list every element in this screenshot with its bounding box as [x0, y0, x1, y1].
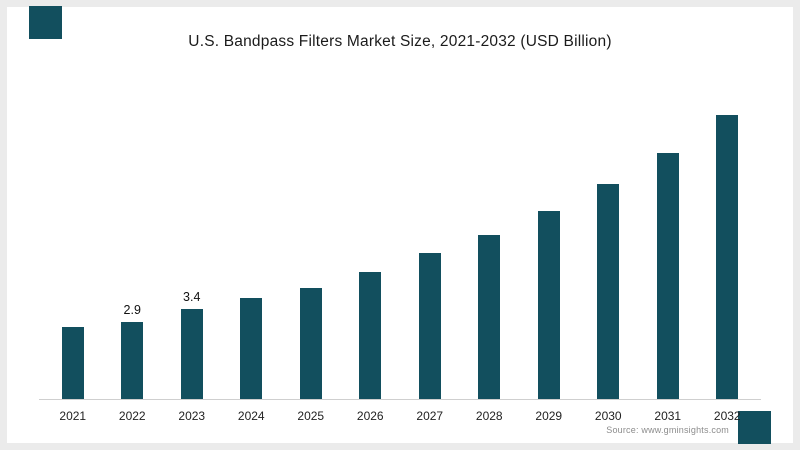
bar-group: 3.4: [162, 290, 222, 399]
bar-group: 2.9: [103, 303, 163, 399]
bar: [656, 153, 679, 399]
bar-value-label: 2.9: [123, 303, 141, 317]
bar-chart: 2.9 3.4 2021 2022 2023 2024 2025 2026 2027 2028 2…: [39, 69, 761, 423]
bar-value-label: 3.4: [183, 290, 201, 304]
bar-group: [400, 234, 460, 399]
x-axis-labels: 2021 2022 2023 2024 2025 2026 2027 2028 2029 2030…: [39, 400, 761, 423]
bar-group: [281, 269, 341, 399]
source-attribution: Source: www.gminsights.com: [606, 425, 729, 435]
bars-area: 2.9 3.4: [39, 69, 761, 400]
bar: [597, 184, 620, 399]
bar: [359, 272, 382, 399]
bar-group: [341, 253, 401, 399]
x-axis-tick-label: 2021: [59, 409, 87, 423]
x-axis-tick-label: 2026: [356, 409, 384, 423]
x-axis-tick-label: 2030: [594, 409, 622, 423]
bar: [716, 115, 739, 399]
x-axis-tick-label: 2027: [416, 409, 444, 423]
bar: [418, 253, 441, 399]
bar: [478, 235, 501, 399]
x-axis-tick-label: 2023: [178, 409, 206, 423]
bar: [61, 327, 84, 399]
chart-title: U.S. Bandpass Filters Market Size, 2021-…: [188, 33, 612, 50]
bar-group: [638, 134, 698, 399]
bar: [121, 322, 144, 399]
x-axis-tick-label: 2029: [535, 409, 563, 423]
bar: [299, 288, 322, 399]
bar-group: [579, 165, 639, 399]
bar: [240, 298, 263, 399]
x-axis-tick-label: 2032: [713, 409, 741, 423]
bar-group: [698, 96, 758, 399]
x-axis-tick-label: 2028: [475, 409, 503, 423]
bar-group: [460, 216, 520, 399]
accent-square-top-left: [29, 6, 62, 39]
bar: [537, 211, 560, 399]
bar-group: [43, 308, 103, 399]
x-axis-tick-label: 2031: [654, 409, 682, 423]
bar-group: [519, 192, 579, 399]
x-axis-tick-label: 2024: [237, 409, 265, 423]
bar: [180, 309, 203, 399]
x-axis-tick-label: 2025: [297, 409, 325, 423]
bar-group: [222, 279, 282, 399]
accent-square-bottom-right: [738, 411, 771, 444]
x-axis-tick-label: 2022: [118, 409, 146, 423]
